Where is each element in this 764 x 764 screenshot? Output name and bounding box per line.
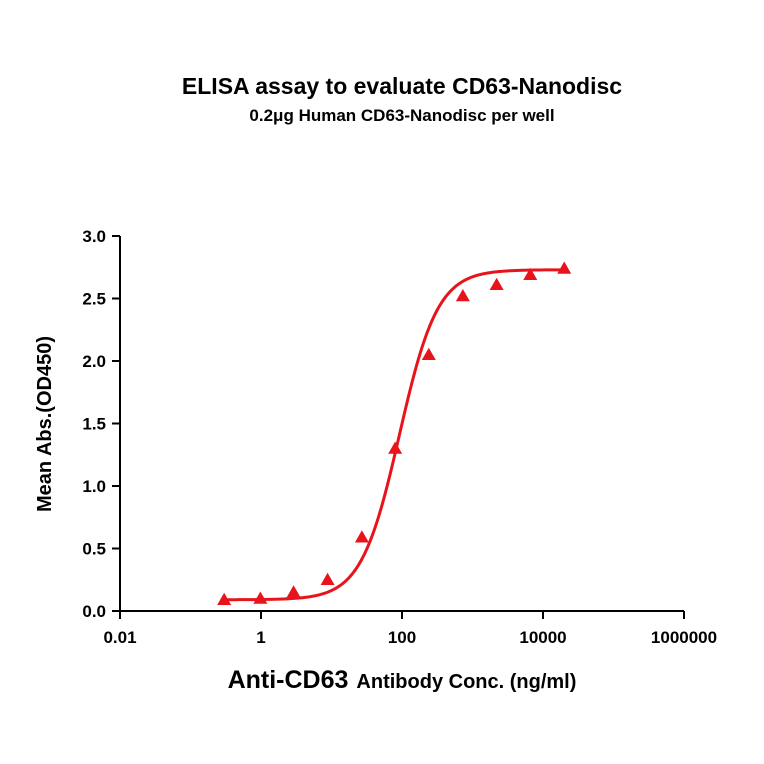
data-point-triangle xyxy=(557,261,572,274)
chart-subtitle: 0.2μg Human CD63-Nanodisc per well xyxy=(249,106,554,125)
data-point-triangle xyxy=(523,267,538,280)
y-tick-label: 1.5 xyxy=(82,415,106,434)
data-point-triangle xyxy=(354,530,369,543)
data-point-triangle xyxy=(253,591,268,604)
data-point-triangle xyxy=(320,572,335,585)
y-tick-label: 2.5 xyxy=(82,290,106,309)
x-tick-label: 100 xyxy=(388,628,416,647)
data-point-triangle xyxy=(388,441,403,454)
x-tick-label: 1000000 xyxy=(651,628,717,647)
x-tick-label: 1 xyxy=(256,628,265,647)
data-point-triangle xyxy=(217,592,232,605)
y-axis-label: Mean Abs.(OD450) xyxy=(34,336,56,512)
x-tick-label: 0.01 xyxy=(103,628,136,647)
y-tick-label: 2.0 xyxy=(82,352,106,371)
y-tick-label: 3.0 xyxy=(82,227,106,246)
x-axis-label-rest: Antibody Conc. (ng/ml) xyxy=(356,671,576,693)
x-axis-label: Anti-CD63 Antibody Conc. (ng/ml) xyxy=(228,666,577,694)
y-tick-label: 1.0 xyxy=(82,477,106,496)
fit-curve xyxy=(224,268,565,602)
fit-curve-group xyxy=(224,268,565,602)
x-axis-label-main: Anti-CD63 xyxy=(228,666,349,694)
data-point-triangle xyxy=(455,289,470,302)
y-tick-label: 0.5 xyxy=(82,540,106,559)
y-tick-label: 0.0 xyxy=(82,602,106,621)
x-tick-label: 10000 xyxy=(519,628,566,647)
data-points xyxy=(217,261,572,605)
data-point-triangle xyxy=(286,585,301,598)
data-point-triangle xyxy=(489,277,504,290)
data-point-triangle xyxy=(421,347,436,360)
axis-ticks: 0.0 0.5 1.0 1.5 2.0 2.5 3.0 0.01 1 100 10000 100000… xyxy=(82,227,717,647)
chart-title: ELISA assay to evaluate CD63-Nanodisc xyxy=(182,73,622,99)
